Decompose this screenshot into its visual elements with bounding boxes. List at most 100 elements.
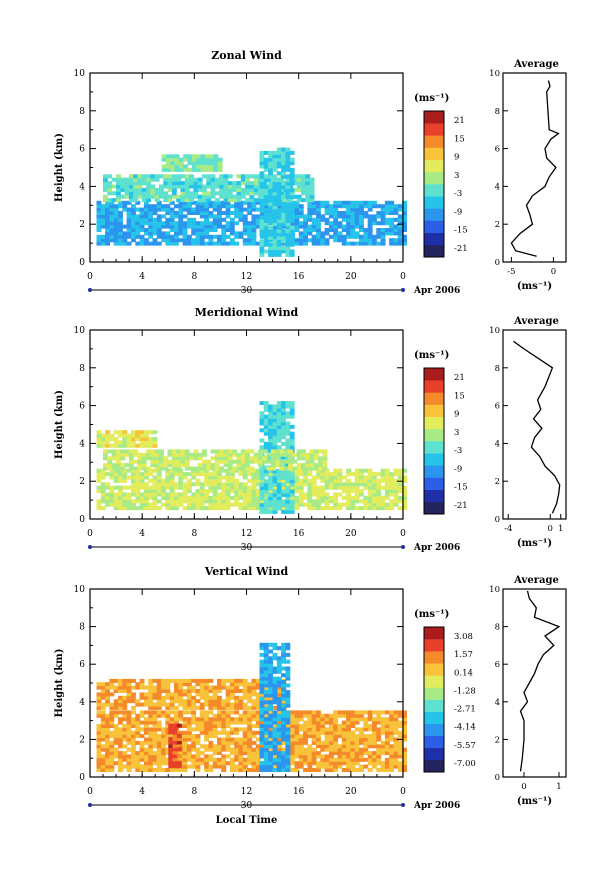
heatmap-cell (380, 228, 386, 232)
x-tick-label: 20 (345, 529, 357, 539)
heatmap-cell (259, 486, 265, 491)
heatmap-cell (333, 727, 339, 732)
heatmap-cell (238, 678, 244, 683)
heatmap-cell (255, 506, 261, 511)
heatmap-cell (234, 204, 240, 209)
heatmap-cell (191, 482, 197, 487)
heatmap-cell (139, 502, 145, 507)
heatmap-cell (242, 502, 248, 507)
heatmap-cell (182, 689, 188, 693)
heatmap-cell (389, 751, 395, 756)
heatmap-cell (402, 737, 407, 742)
heatmap-cell (122, 241, 128, 246)
heatmap-cell (143, 740, 149, 745)
heatmap-cell (341, 720, 347, 725)
heatmap-cell (113, 713, 119, 718)
heatmap-cell (376, 713, 382, 718)
heatmap-cell (169, 228, 175, 232)
heatmap-cell (186, 485, 192, 490)
heatmap-cell (152, 734, 158, 739)
heatmap-cell (341, 241, 347, 246)
heatmap-cell (169, 720, 175, 725)
heatmap-cell (279, 187, 285, 192)
heatmap-cell (161, 678, 166, 683)
heatmap-cell (263, 486, 269, 491)
heatmap-cell (133, 449, 139, 454)
heatmap-cell (290, 754, 296, 759)
heatmap-cell (109, 702, 115, 707)
heatmap-cell (372, 740, 377, 745)
heatmap-cell (240, 449, 246, 454)
heatmap-cell (225, 702, 231, 707)
heatmap-cell (208, 475, 214, 480)
heatmap-cell (294, 724, 300, 728)
heatmap-cell (143, 730, 149, 735)
heatmap-cell (131, 214, 136, 219)
colorbar-segment (424, 123, 444, 136)
heatmap-cell (303, 713, 308, 718)
heatmap-cell (268, 235, 273, 240)
heatmap-cell (133, 466, 139, 471)
heatmap-cell (113, 740, 119, 745)
heatmap-cell (229, 489, 235, 494)
heatmap-cell (182, 506, 188, 511)
heatmap-cell (113, 224, 119, 229)
heatmap-cell (276, 421, 282, 426)
heatmap-cell (311, 713, 317, 718)
heatmap-cell (122, 430, 128, 435)
heatmap-cell (294, 764, 300, 769)
heatmap-cell (350, 754, 356, 759)
heatmap-cell (263, 401, 269, 406)
heatmap-cell (148, 717, 154, 722)
heatmap-cell (289, 438, 295, 443)
heatmap-cell (191, 238, 197, 243)
heatmap-cell (341, 727, 347, 732)
heatmap-cell (333, 730, 339, 735)
heatmap-cell (341, 211, 347, 215)
heatmap-cell (126, 761, 132, 766)
colorbar-tick-label: 0.14 (454, 668, 473, 678)
heatmap-cell (212, 468, 218, 473)
colorbar-segment (424, 477, 444, 490)
heatmap-cell (389, 207, 395, 212)
heatmap-cell (276, 666, 282, 671)
heatmap-cell (174, 241, 179, 246)
heatmap-cell (212, 499, 218, 504)
heatmap-cell (268, 154, 273, 159)
heatmap-cell (184, 184, 190, 189)
heatmap-cell (272, 509, 278, 514)
heatmap-cell (307, 200, 313, 205)
heatmap-cell (169, 200, 175, 205)
heatmap-cell (152, 499, 158, 504)
heatmap-cell (199, 692, 205, 697)
heatmap-cell (143, 768, 149, 772)
heatmap-cell (259, 703, 265, 708)
heatmap-cell (255, 682, 261, 687)
heatmap-cell (245, 459, 250, 464)
heatmap-cell (263, 201, 269, 206)
heatmap-cell (186, 502, 192, 507)
heatmap-cell (337, 475, 343, 480)
heatmap-cell (389, 506, 395, 511)
heatmap-cell (402, 485, 407, 490)
y-tick-label: 8 (79, 107, 85, 117)
heatmap-cell (328, 228, 334, 232)
colorbar-tick-label: -7.00 (454, 759, 476, 769)
profile-x-tick-label: -5 (507, 267, 515, 277)
heatmap-cell (393, 207, 399, 212)
heatmap-cell (266, 452, 272, 457)
heatmap-cell (397, 485, 403, 490)
heatmap-cell (200, 161, 206, 166)
heatmap-cell (96, 489, 102, 494)
heatmap-cell (165, 224, 171, 229)
heatmap-cell (152, 221, 158, 226)
heatmap-cell (202, 187, 207, 192)
heatmap-cell (363, 734, 369, 739)
heatmap-cell (277, 685, 283, 690)
colorbar-segment (424, 441, 444, 454)
heatmap-cell (251, 502, 257, 507)
heatmap-cell (131, 492, 136, 497)
heatmap-cell (272, 441, 278, 446)
heatmap-cell (165, 234, 171, 239)
heatmap-cell (328, 485, 334, 490)
